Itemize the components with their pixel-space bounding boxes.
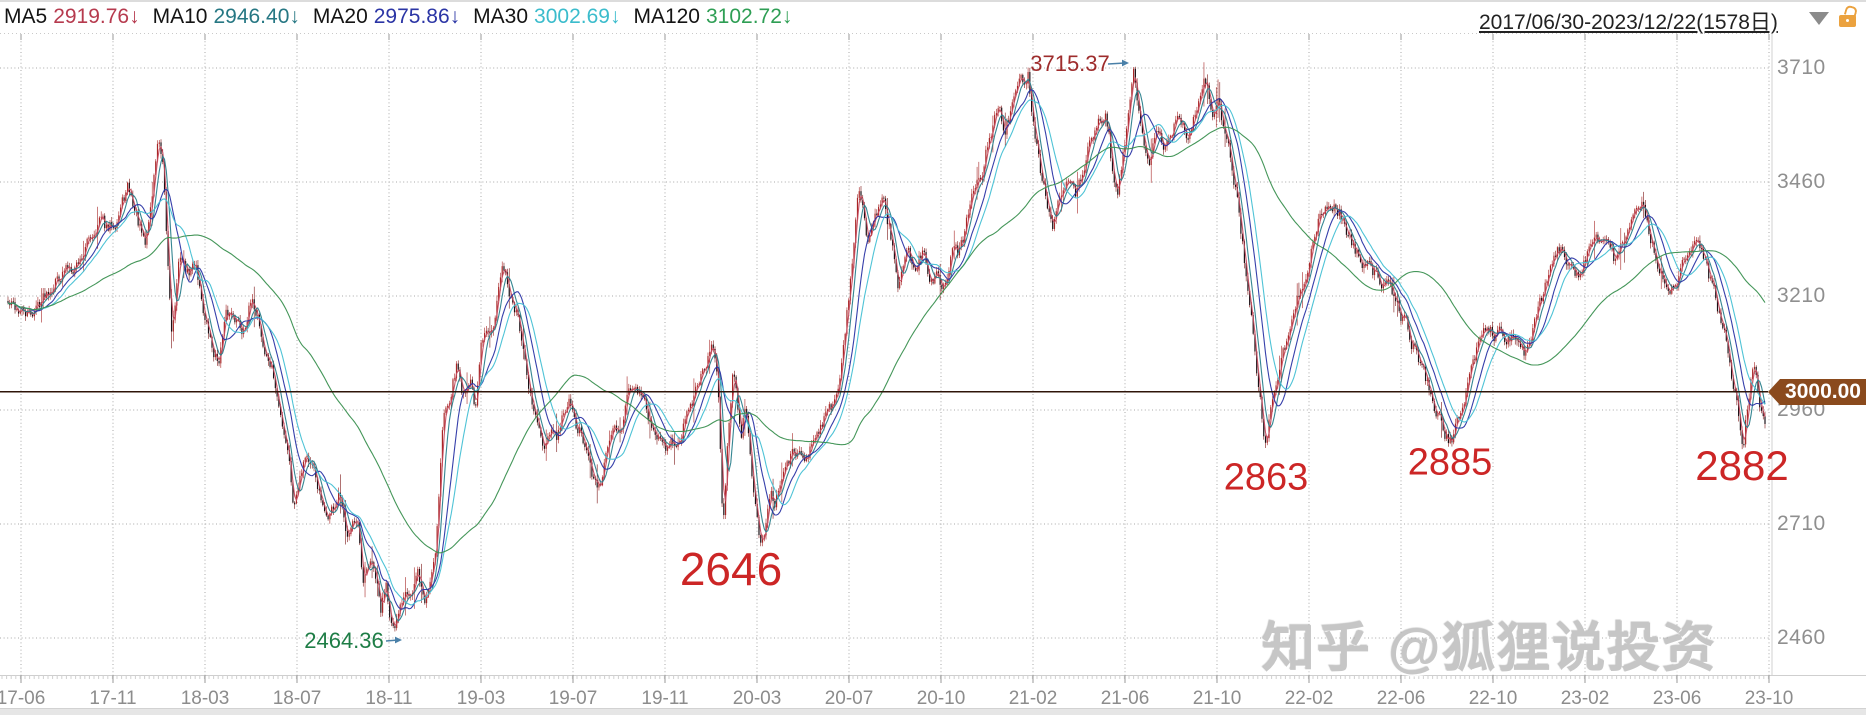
y-axis-label-2710: 2710 [1777, 512, 1826, 535]
x-axis-label-22-10: 22-10 [1468, 688, 1518, 709]
price-line-badge: 3000.00 [1768, 378, 1866, 405]
annotation-3715.37: 3715.37 [1030, 51, 1110, 76]
y-axis-label-3710: 3710 [1777, 56, 1826, 79]
x-axis-label-20-03: 20-03 [732, 688, 782, 709]
x-axis-label-18-11: 18-11 [365, 688, 413, 709]
ma-indicator-label: MA5 [4, 5, 48, 28]
date-range-selector[interactable]: 2017/06/30-2023/12/22(1578日) [1479, 11, 1778, 34]
watermark: 知乎 @狐狸说投资 [1262, 619, 1718, 678]
y-axis-label-3460: 3460 [1777, 170, 1826, 193]
ma-indicator-label: MA10 [152, 5, 208, 28]
x-axis-label-21-02: 21-02 [1008, 688, 1058, 709]
y-axis-label-3210: 3210 [1777, 284, 1826, 307]
annotation-2885: 2885 [1407, 441, 1493, 484]
x-axis-label-19-03: 19-03 [456, 688, 506, 709]
x-axis-label-18-03: 18-03 [180, 688, 230, 709]
top-edge-strip [0, 0, 1866, 2]
x-axis-label-23-02: 23-02 [1560, 688, 1610, 709]
x-axis-label-20-07: 20-07 [824, 688, 874, 709]
x-axis-label-22-06: 22-06 [1376, 688, 1426, 709]
x-axis-label-21-10: 21-10 [1192, 688, 1242, 709]
x-axis-label-22-02: 22-02 [1284, 688, 1334, 709]
ma-indicator-value: 2946.40↓ [213, 5, 300, 28]
ma-legend: MA5 2919.76↓ MA10 2946.40↓ MA20 2975.86↓ MA30 3… [4, 5, 792, 29]
ma-indicator-ma5: MA5 2919.76↓ [4, 5, 140, 29]
x-axis-label-19-07: 19-07 [548, 688, 598, 709]
x-axis-label-17-06: 17-06 [0, 688, 46, 709]
ma-indicator-label: MA30 [473, 5, 529, 28]
x-axis-label-19-11: 19-11 [641, 688, 689, 709]
y-axis-label-2460: 2460 [1777, 626, 1826, 649]
ma-indicator-ma20: MA20 2975.86↓ [313, 5, 460, 29]
x-axis-label-21-06: 21-06 [1100, 688, 1150, 709]
dropdown-arrow-icon[interactable] [1809, 12, 1829, 25]
annotation-2646: 2646 [679, 543, 783, 595]
ma-indicator-ma10: MA10 2946.40↓ [153, 5, 300, 29]
annotation-2863: 2863 [1223, 456, 1309, 499]
ma-indicator-value: 2919.76↓ [53, 5, 140, 28]
ma-indicator-value: 2975.86↓ [373, 5, 461, 28]
annotation-2464.36: 2464.36 [304, 628, 384, 653]
x-axis-label-17-11: 17-11 [89, 688, 137, 709]
bottom-scrollbar[interactable] [0, 708, 1866, 715]
ma-indicator-value: 3002.69↓ [534, 5, 621, 28]
annotation-2882: 2882 [1695, 442, 1789, 489]
ma-indicator-ma30: MA30 3002.69↓ [473, 5, 620, 29]
x-axis-label-20-10: 20-10 [916, 688, 966, 709]
ma-indicator-ma120: MA120 3102.72↓ [633, 5, 792, 29]
x-axis-label-23-06: 23-06 [1652, 688, 1702, 709]
unlock-icon[interactable] [1839, 15, 1856, 27]
ma-indicator-label: MA20 [312, 5, 368, 28]
x-axis-label-18-07: 18-07 [272, 688, 322, 709]
ma-indicator-value: 3102.72↓ [706, 5, 793, 28]
x-axis-label-23-10: 23-10 [1744, 688, 1794, 709]
ma-indicator-label: MA120 [633, 5, 700, 28]
